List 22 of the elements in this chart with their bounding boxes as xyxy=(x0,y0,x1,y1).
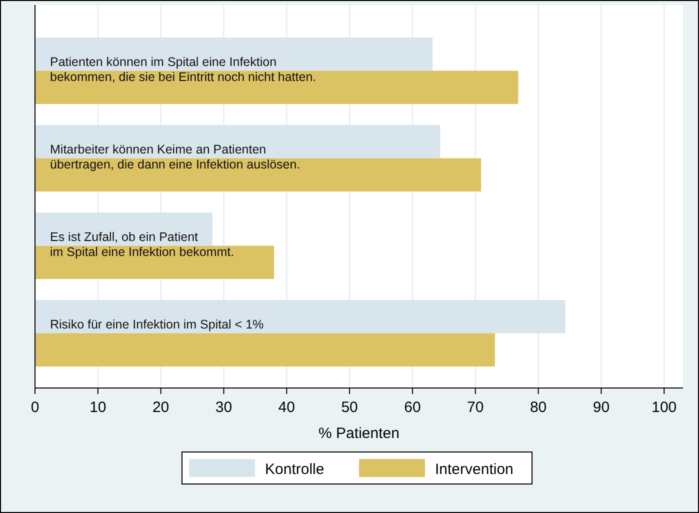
y-tick-label: Risiko für eine Infektion im Spital < 1% xyxy=(50,317,264,332)
x-tick-label: 50 xyxy=(341,399,358,416)
y-tick-label: Mitarbeiter können Keime an Patienten übertragen, die dann eine Infektion auslösen. xyxy=(50,142,300,172)
x-tick-label: 10 xyxy=(90,399,106,416)
x-tick-label: 0 xyxy=(30,399,40,416)
x-tick-label: 80 xyxy=(530,399,547,416)
x-tick-label: 90 xyxy=(592,399,610,416)
x-tick-label: 20 xyxy=(152,399,170,416)
bar xyxy=(35,333,495,366)
legend-label: Intervention xyxy=(435,461,514,478)
x-tick-label: 70 xyxy=(467,399,484,416)
y-tick-label: Es ist Zufall, ob ein Patient im Spital eine Infektion bekommt. xyxy=(50,230,234,259)
bar xyxy=(35,158,482,192)
bar xyxy=(35,246,274,279)
x-tick-label: 60 xyxy=(404,399,421,416)
y-tick-label: Patienten können im Spital eine Infektion bekommen, die sie bei Eintritt noch nicht hatten. xyxy=(50,54,316,84)
legend-label: Kontrolle xyxy=(265,461,324,478)
x-tick-label: 30 xyxy=(215,399,232,416)
x-tick-label: 100 xyxy=(652,399,677,416)
x-axis-title: % Patienten xyxy=(318,425,400,442)
bar xyxy=(35,70,518,104)
x-tick-label: 40 xyxy=(278,399,295,416)
